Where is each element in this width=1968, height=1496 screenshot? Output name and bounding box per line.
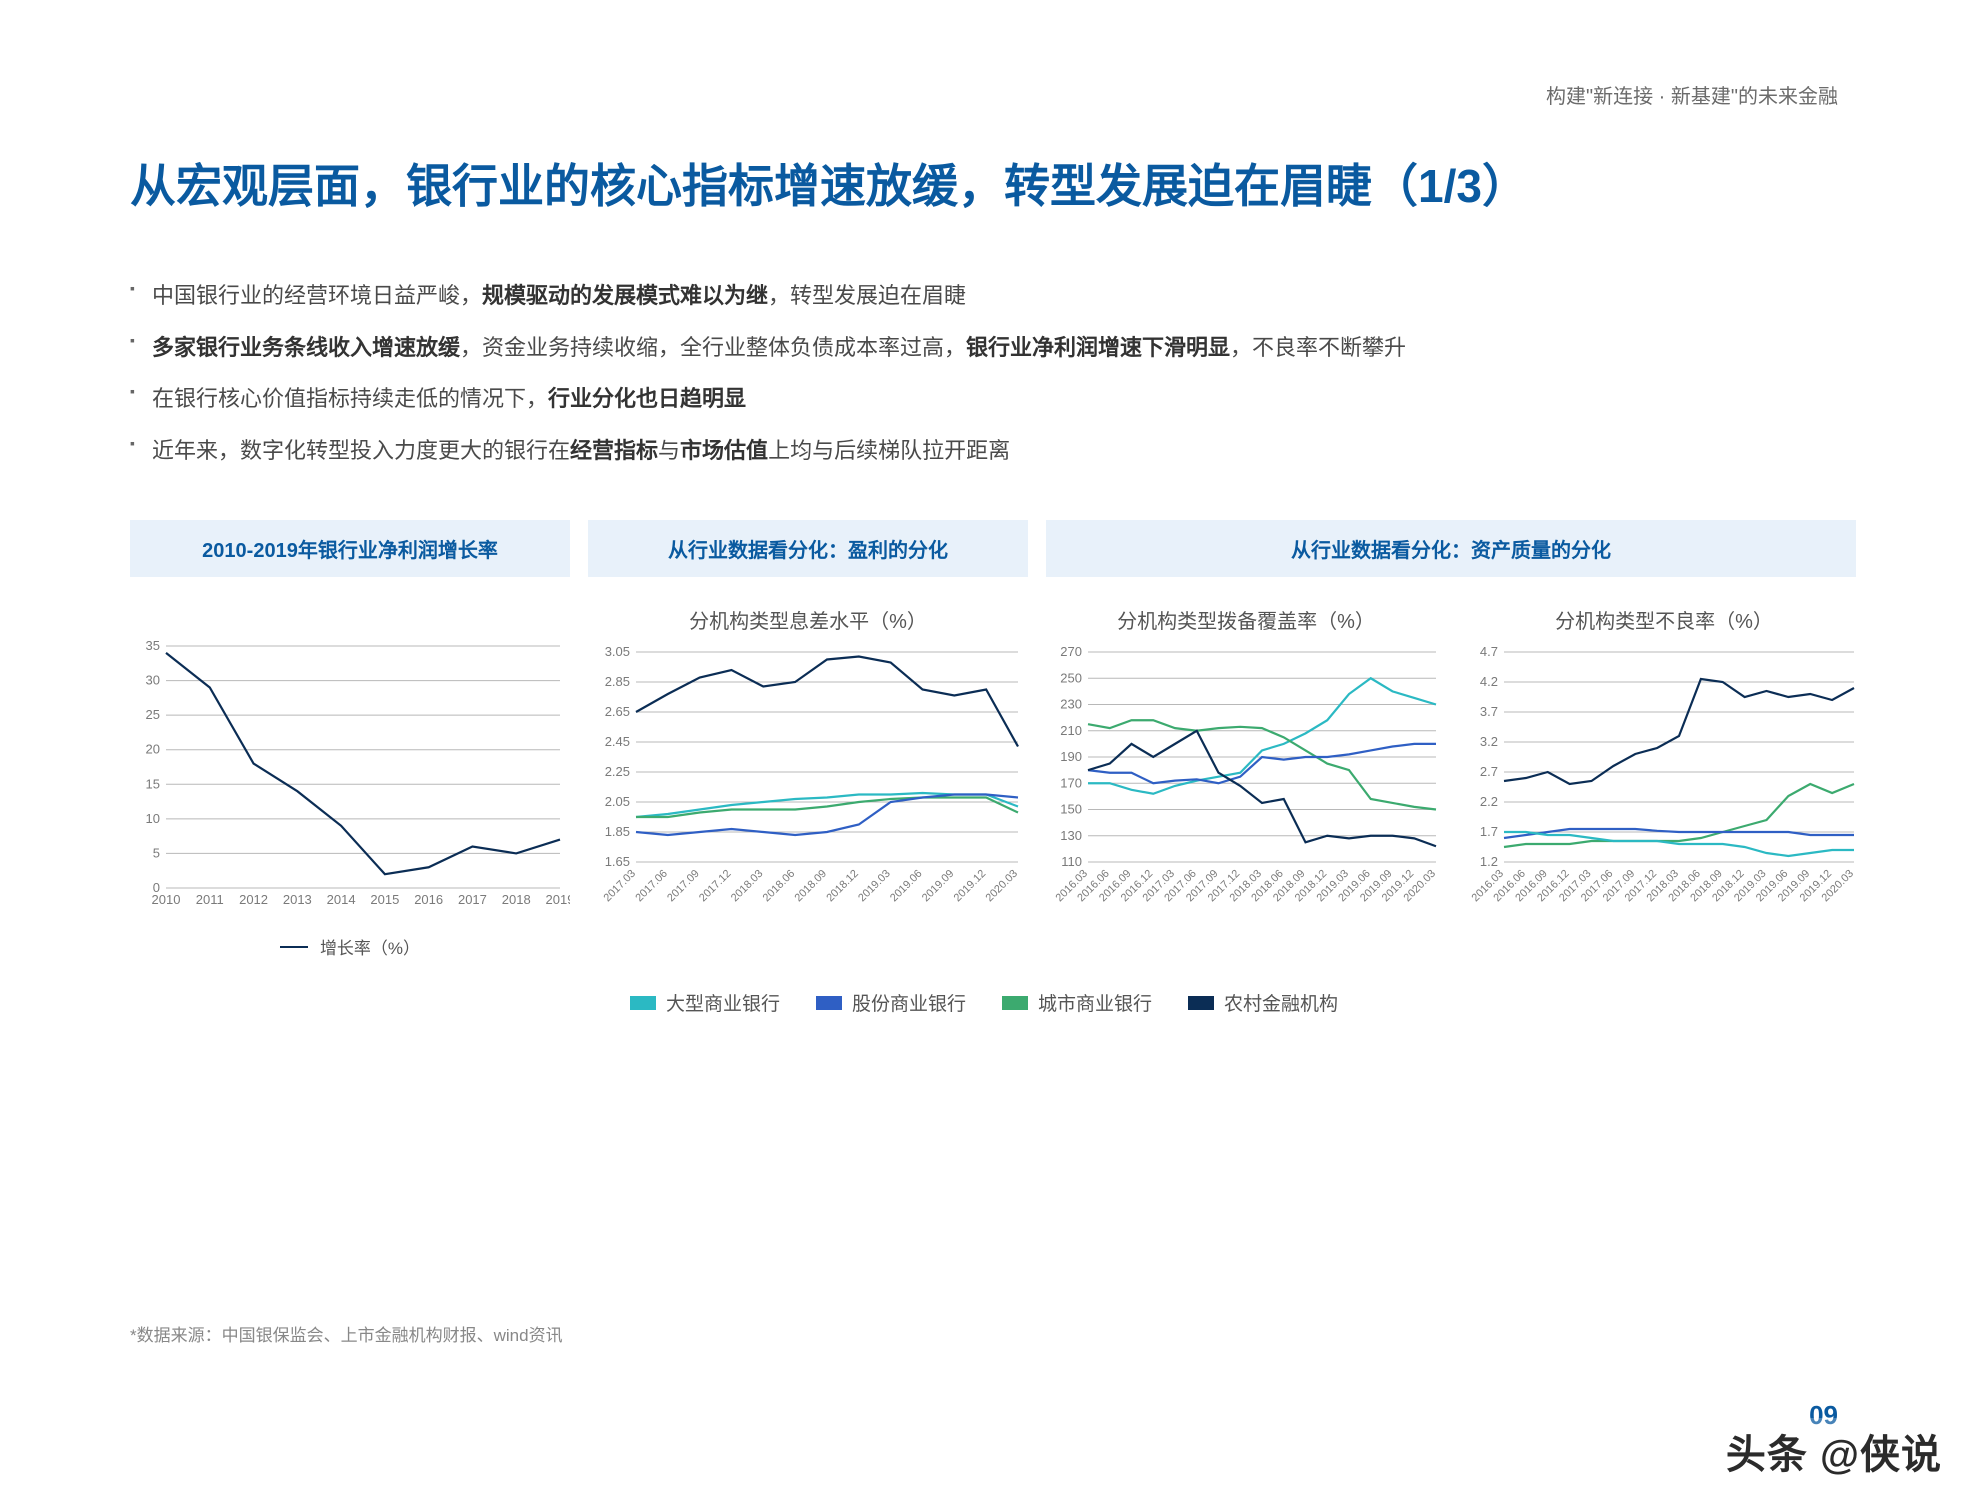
legend-label: 农村金融机构: [1224, 989, 1338, 1016]
svg-text:2019.12: 2019.12: [952, 868, 989, 905]
svg-text:2017.12: 2017.12: [697, 868, 734, 905]
svg-text:270: 270: [1060, 644, 1082, 659]
svg-text:2018.09: 2018.09: [793, 868, 830, 905]
chart-4: 分机构类型不良率（%） 1.21.72.22.73.23.74.24.72016…: [1464, 587, 1864, 922]
svg-text:2011: 2011: [196, 892, 224, 907]
bullet-item: 中国银行业的经营环境日益严峻，规模驱动的发展模式难以为继，转型发展迫在眉睫: [130, 276, 1838, 316]
legend-item: 股份商业银行: [816, 989, 966, 1016]
legend-swatch-icon: [816, 996, 842, 1010]
svg-text:230: 230: [1060, 697, 1082, 712]
legend-item: 城市商业银行: [1002, 989, 1152, 1016]
svg-text:2014: 2014: [327, 892, 356, 907]
chart-2: 分机构类型息差水平（%） 1.65 1.85 2.05 2.25 2.45 2.65 2.8…: [588, 587, 1028, 922]
svg-text:2017.03: 2017.03: [602, 868, 639, 905]
svg-text:2019.03: 2019.03: [856, 868, 893, 905]
charts-row: 0510152025303520102011201220132014201520…: [130, 587, 1838, 959]
svg-text:2019.09: 2019.09: [920, 868, 957, 905]
legend-item: 农村金融机构: [1188, 989, 1338, 1016]
svg-text:110: 110: [1061, 854, 1082, 869]
svg-text:250: 250: [1060, 671, 1082, 686]
svg-text:3.05: 3.05: [605, 644, 630, 659]
svg-text:2018: 2018: [502, 892, 531, 907]
svg-text:30: 30: [146, 673, 160, 688]
footnote: *数据来源：中国银保监会、上市金融机构财报、wind资讯: [130, 1321, 563, 1346]
svg-text:2.45: 2.45: [605, 734, 630, 749]
svg-text:25: 25: [146, 708, 160, 723]
svg-text:2012: 2012: [239, 892, 268, 907]
svg-text:2016: 2016: [414, 892, 443, 907]
svg-text:1.7: 1.7: [1480, 824, 1498, 839]
chart-3-title: 分机构类型拨备覆盖率（%）: [1046, 605, 1446, 634]
svg-text:2.2: 2.2: [1480, 794, 1498, 809]
panel-header-2: 从行业数据看分化：盈利的分化: [588, 520, 1028, 577]
svg-text:2.65: 2.65: [605, 704, 630, 719]
svg-text:2017: 2017: [458, 892, 487, 907]
svg-text:2019.06: 2019.06: [888, 868, 925, 905]
panel-header-3: 从行业数据看分化：资产质量的分化: [1046, 520, 1856, 577]
svg-text:2.25: 2.25: [605, 764, 630, 779]
svg-text:4.2: 4.2: [1480, 674, 1498, 689]
svg-text:2020.03: 2020.03: [984, 868, 1021, 905]
svg-text:2013: 2013: [283, 892, 312, 907]
svg-text:5: 5: [153, 846, 160, 861]
svg-text:3.2: 3.2: [1480, 734, 1498, 749]
panel-header-1: 2010-2019年银行业净利润增长率: [130, 520, 570, 577]
chart-1-legend-label: 增长率（%）: [320, 934, 420, 959]
svg-text:190: 190: [1060, 749, 1082, 764]
svg-text:2.05: 2.05: [605, 794, 630, 809]
svg-text:170: 170: [1060, 776, 1082, 791]
svg-text:2017.06: 2017.06: [633, 868, 670, 905]
svg-text:2017.09: 2017.09: [665, 868, 702, 905]
legend-label: 大型商业银行: [666, 989, 780, 1016]
svg-text:2018.06: 2018.06: [761, 868, 798, 905]
legend-label: 城市商业银行: [1038, 989, 1152, 1016]
chart-3: 分机构类型拨备覆盖率（%） 110 130 150 170 190 210 230 250 27…: [1046, 587, 1446, 922]
svg-text:2.7: 2.7: [1480, 764, 1498, 779]
svg-text:15: 15: [146, 777, 160, 792]
svg-text:3.7: 3.7: [1480, 704, 1498, 719]
svg-text:210: 210: [1060, 723, 1082, 738]
svg-text:10: 10: [146, 811, 160, 826]
chart-2-title: 分机构类型息差水平（%）: [588, 605, 1028, 634]
legend-swatch-icon: [1188, 996, 1214, 1010]
svg-text:35: 35: [146, 638, 160, 653]
svg-text:2018.03: 2018.03: [729, 868, 766, 905]
svg-text:2019: 2019: [546, 892, 570, 907]
chart-4-title: 分机构类型不良率（%）: [1464, 605, 1864, 634]
legend-label: 股份商业银行: [852, 989, 966, 1016]
svg-text:4.7: 4.7: [1480, 644, 1498, 659]
svg-text:2010: 2010: [152, 892, 181, 907]
page-title: 从宏观层面，银行业的核心指标增速放缓，转型发展迫在眉睫（1/3）: [130, 150, 1838, 216]
svg-text:150: 150: [1060, 802, 1082, 817]
svg-text:2.85: 2.85: [605, 674, 630, 689]
legend-item: 大型商业银行: [630, 989, 780, 1016]
svg-text:20: 20: [146, 742, 160, 757]
legend-swatch-icon: [630, 996, 656, 1010]
panel-headers-row: 2010-2019年银行业净利润增长率 从行业数据看分化：盈利的分化 从行业数据…: [130, 520, 1838, 577]
shared-legend: 大型商业银行 股份商业银行 城市商业银行 农村金融机构: [130, 989, 1838, 1016]
svg-text:1.65: 1.65: [605, 854, 630, 869]
legend-line-icon: [280, 946, 308, 948]
bullet-item: 多家银行业务条线收入增速放缓，资金业务持续收缩，全行业整体负债成本率过高，银行业…: [130, 328, 1838, 368]
svg-text:2018.12: 2018.12: [824, 868, 861, 905]
bullet-item: 近年来，数字化转型投入力度更大的银行在经营指标与市场估值上均与后续梯队拉开距离: [130, 431, 1838, 471]
svg-text:130: 130: [1060, 828, 1082, 843]
watermark: 头条 @侠说: [1716, 1418, 1952, 1484]
chart-1: 0510152025303520102011201220132014201520…: [130, 587, 570, 959]
svg-text:1.2: 1.2: [1480, 854, 1498, 869]
bullet-item: 在银行核心价值指标持续走低的情况下，行业分化也日趋明显: [130, 379, 1838, 419]
chart-1-legend: 增长率（%）: [130, 934, 570, 959]
svg-text:2015: 2015: [370, 892, 399, 907]
svg-text:1.85: 1.85: [605, 824, 630, 839]
header-subtitle: 构建"新连接 · 新基建"的未来金融: [1546, 80, 1838, 109]
bullet-list: 中国银行业的经营环境日益严峻，规模驱动的发展模式难以为继，转型发展迫在眉睫多家银…: [130, 276, 1838, 470]
chart-1-title: [130, 605, 570, 628]
legend-swatch-icon: [1002, 996, 1028, 1010]
